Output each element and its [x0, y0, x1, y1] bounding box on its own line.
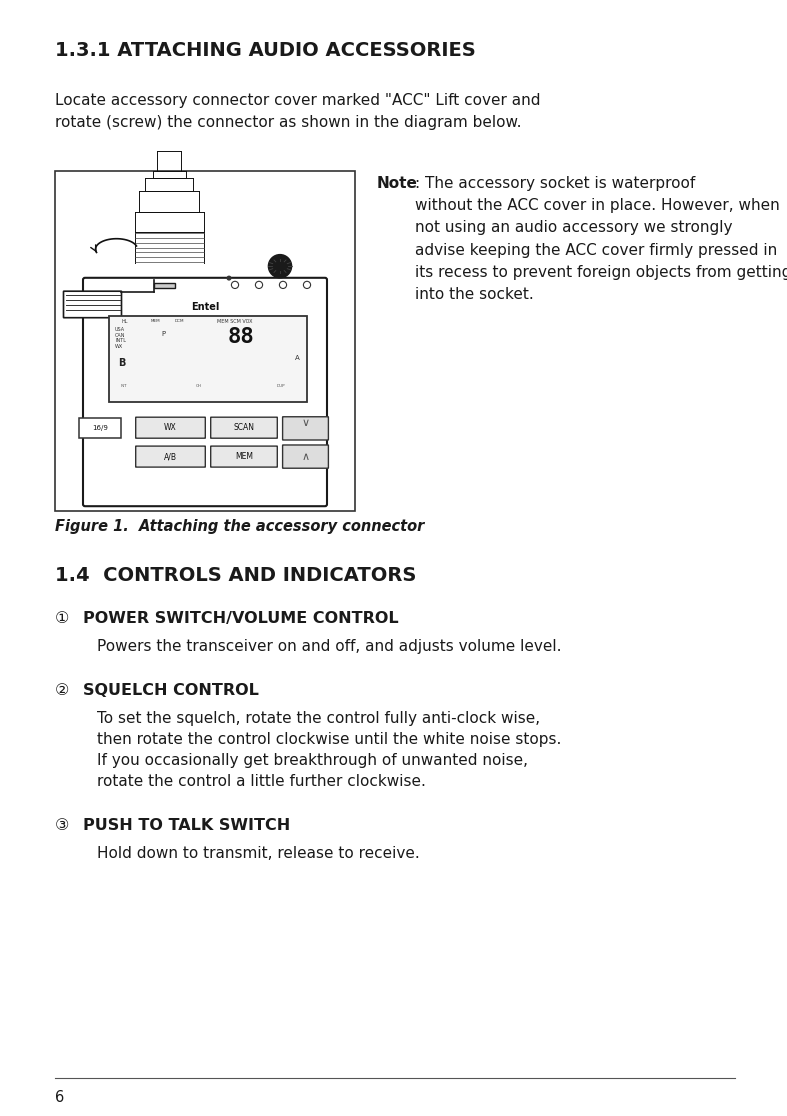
Text: P: P — [161, 330, 165, 337]
Circle shape — [227, 277, 231, 280]
Text: Note: Note — [377, 176, 418, 191]
Text: To set the squelch, rotate the control fully anti-clock wise,
then rotate the co: To set the squelch, rotate the control f… — [97, 711, 561, 789]
Text: WX: WX — [164, 423, 177, 432]
Text: ∧: ∧ — [301, 452, 309, 462]
Text: Entel: Entel — [190, 302, 220, 312]
Text: PUSH TO TALK SWITCH: PUSH TO TALK SWITCH — [83, 818, 290, 833]
FancyBboxPatch shape — [135, 446, 205, 468]
Circle shape — [256, 281, 263, 289]
FancyBboxPatch shape — [83, 278, 327, 507]
Text: CH: CH — [196, 384, 202, 387]
FancyBboxPatch shape — [283, 416, 328, 440]
Text: DCM: DCM — [175, 319, 184, 323]
Bar — [154, 283, 175, 288]
FancyBboxPatch shape — [211, 446, 277, 468]
Text: Hold down to transmit, release to receive.: Hold down to transmit, release to receiv… — [97, 846, 419, 862]
Text: SQUELCH CONTROL: SQUELCH CONTROL — [83, 683, 259, 698]
Text: 1.3.1 ATTACHING AUDIO ACCESSORIES: 1.3.1 ATTACHING AUDIO ACCESSORIES — [55, 41, 476, 60]
Text: : The accessory socket is waterproof
without the ACC cover in place. However, wh: : The accessory socket is waterproof wit… — [415, 176, 787, 302]
Text: A/B: A/B — [164, 452, 177, 461]
Bar — [55, 171, 355, 511]
Text: MEM SCM VOX: MEM SCM VOX — [217, 319, 253, 324]
Text: 88: 88 — [227, 327, 254, 347]
FancyBboxPatch shape — [283, 445, 328, 469]
Text: USA
CAN
INTL
WX: USA CAN INTL WX — [115, 327, 126, 348]
Text: 16/9: 16/9 — [92, 425, 108, 431]
Circle shape — [304, 281, 311, 289]
Text: ③: ③ — [55, 818, 69, 833]
Text: B: B — [118, 358, 125, 368]
Text: Locate accessory connector cover marked "ACC" Lift cover and
rotate (screw) the : Locate accessory connector cover marked … — [55, 93, 541, 129]
Circle shape — [268, 254, 291, 278]
FancyBboxPatch shape — [211, 417, 277, 439]
Text: DUP: DUP — [277, 384, 286, 387]
Text: SCAN: SCAN — [234, 423, 254, 432]
Bar — [109, 316, 307, 402]
Text: MEM: MEM — [151, 319, 161, 323]
FancyBboxPatch shape — [135, 417, 205, 439]
Text: INT: INT — [121, 384, 127, 387]
FancyBboxPatch shape — [64, 291, 121, 318]
Circle shape — [279, 281, 286, 289]
Text: A: A — [295, 355, 300, 360]
Text: ∨: ∨ — [301, 417, 309, 427]
Text: 1.4  CONTROLS AND INDICATORS: 1.4 CONTROLS AND INDICATORS — [55, 566, 416, 585]
Text: MEM: MEM — [235, 452, 253, 461]
Bar — [79, 417, 121, 437]
Text: POWER SWITCH/VOLUME CONTROL: POWER SWITCH/VOLUME CONTROL — [83, 610, 399, 626]
Circle shape — [231, 281, 238, 289]
Circle shape — [276, 262, 283, 270]
Text: Figure 1.  Attaching the accessory connector: Figure 1. Attaching the accessory connec… — [55, 519, 424, 533]
Circle shape — [272, 259, 287, 273]
Text: Powers the transceiver on and off, and adjusts volume level.: Powers the transceiver on and off, and a… — [97, 639, 561, 654]
Text: ①: ① — [55, 610, 69, 626]
Text: ②: ② — [55, 683, 69, 698]
Text: 6: 6 — [55, 1090, 65, 1105]
Text: HL: HL — [121, 319, 127, 324]
